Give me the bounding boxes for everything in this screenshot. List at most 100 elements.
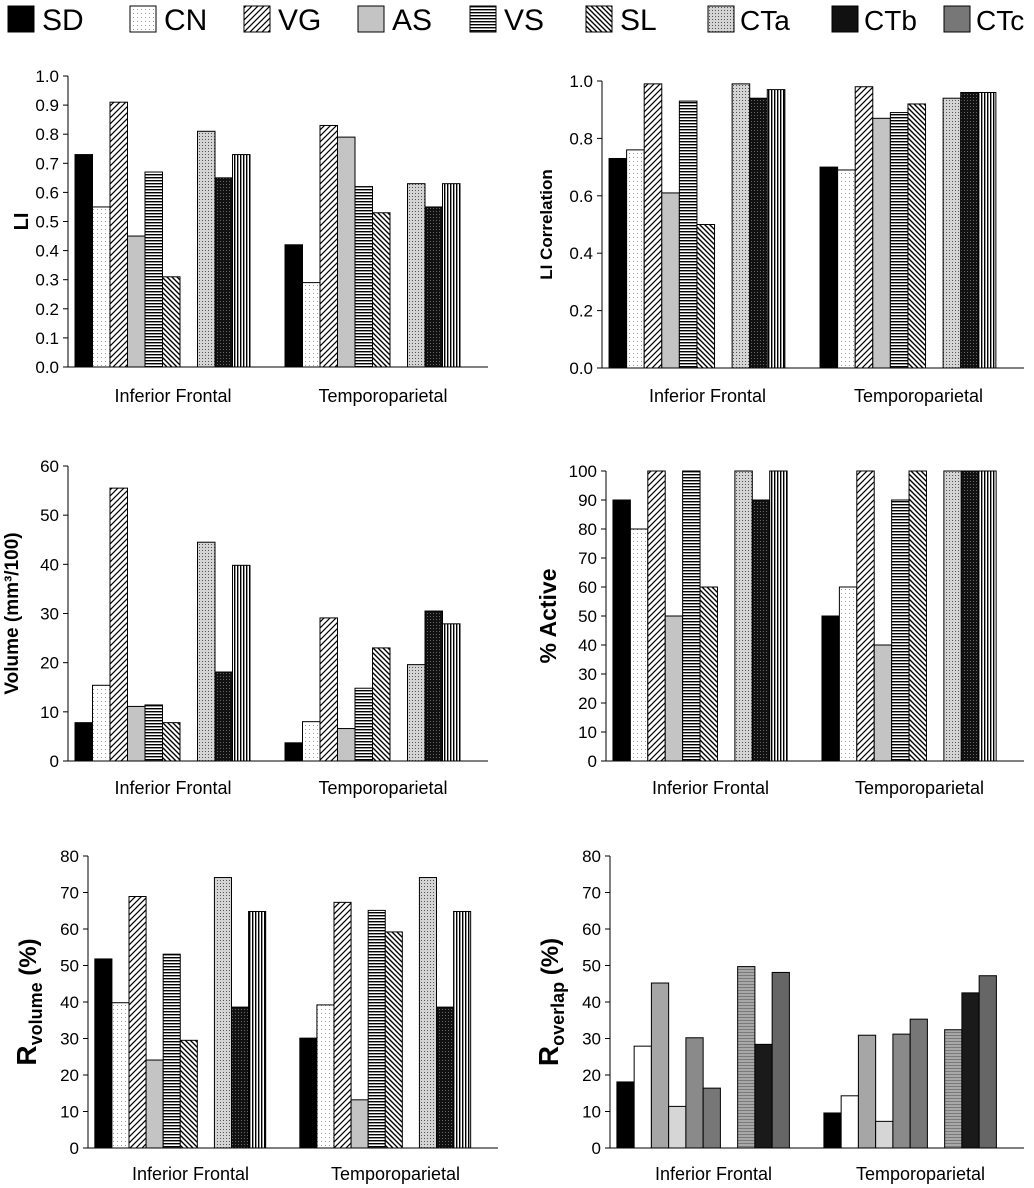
bar-ctc-temporoparietal (977, 91, 997, 369)
y-tick-label: 0.4 (35, 242, 59, 261)
bar-sl-inferior-frontal (702, 1087, 721, 1149)
bar-cta-inferior-frontal (737, 966, 756, 1149)
y-axis-label-subscript: overlap (548, 982, 568, 1046)
bar-cn-inferior-frontal (633, 1045, 652, 1149)
legend-swatch-vg (243, 5, 271, 33)
bar-sd-temporoparietal (823, 1112, 842, 1149)
bar-sl-temporoparietal (908, 470, 927, 762)
legend-label-cta: CTa (740, 5, 790, 36)
legend-label-vs: VS (504, 4, 544, 37)
bar-ctb-temporoparietal (961, 992, 980, 1149)
bar-vg-inferior-frontal (128, 896, 147, 1149)
bar-cta-inferior-frontal (734, 470, 753, 762)
bar-sd-inferior-frontal (74, 154, 93, 368)
y-tick-label: 50 (578, 607, 597, 626)
y-tick-label: 80 (582, 847, 601, 866)
legend-label-sd: SD (42, 4, 84, 37)
bar-vs-inferior-frontal (144, 171, 163, 368)
chart-panel-1: 0.0 0.1 0.2 0.3 0.4 0.5 0.6 0.7 0.8 0.9 1.0 LI Infer… (11, 67, 488, 406)
legend-swatch-cn (129, 5, 157, 33)
bar-ctb-temporoparietal (436, 1006, 455, 1149)
chart-panel-6: 0 10 20 30 40 50 60 70 80 Roverlap (%) Inferior Fr… (533, 847, 1024, 1184)
bar-ctb-inferior-frontal (214, 177, 233, 368)
y-tick-label: 0.5 (35, 213, 59, 232)
bar-vg-inferior-frontal (109, 101, 128, 368)
bar-ctc-inferior-frontal (232, 154, 251, 368)
bar-as-inferior-frontal (661, 192, 680, 369)
y-axis-label-suffix: (%) (537, 938, 564, 982)
bar-ctb-temporoparietal (424, 206, 443, 368)
bar-sd-temporoparietal (821, 615, 840, 762)
y-axis-label: % Active (535, 568, 561, 663)
bar-cn-inferior-frontal (629, 528, 649, 762)
bar-cta-inferior-frontal (731, 83, 751, 369)
y-tick-label: 0.3 (35, 271, 59, 290)
bar-vs-temporoparietal (354, 687, 373, 762)
bar-as-temporoparietal (872, 117, 891, 369)
bar-as-temporoparietal (875, 1120, 894, 1149)
bar-vg-temporoparietal (856, 470, 875, 762)
bar-ctc-inferior-frontal (232, 564, 251, 762)
y-tick-label: 1.0 (569, 72, 593, 91)
y-tick-label: 20 (40, 654, 59, 673)
chart-panel-4: 0 10 20 30 40 50 60 70 80 90 100 % Active Inferior F… (535, 462, 1024, 798)
bar-ctb-temporoparietal (960, 91, 979, 369)
bar-ctb-inferior-frontal (231, 1006, 250, 1149)
bar-vs-temporoparietal (354, 186, 373, 368)
bar-sl-inferior-frontal (699, 586, 718, 762)
bar-cta-inferior-frontal (213, 877, 233, 1149)
bar-as-inferior-frontal (145, 1059, 164, 1149)
bar-as-inferior-frontal (668, 1105, 687, 1149)
y-tick-label: 60 (40, 457, 59, 476)
bar-cta-inferior-frontal (197, 541, 216, 762)
y-axis-label-subscript: volume (26, 982, 46, 1045)
legend-item-as: AS (357, 4, 432, 37)
y-tick-label: 30 (60, 1030, 79, 1049)
y-axis-label: LI (11, 213, 33, 231)
legend-item-vg: VG (243, 4, 321, 37)
bar-ctb-inferior-frontal (214, 671, 233, 762)
legend-label-sl: SL (620, 4, 657, 37)
y-tick-label: 40 (582, 993, 601, 1012)
y-tick-label: 90 (578, 491, 597, 510)
bar-sl-inferior-frontal (179, 1039, 198, 1149)
legend: SD CN VG AS VS SL CTa CTb (7, 4, 1024, 37)
bar-sd-temporoparietal (819, 166, 839, 369)
y-tick-label: 40 (578, 636, 597, 655)
bar-as-inferior-frontal (127, 705, 146, 762)
bar-cn-temporoparietal (840, 1095, 859, 1149)
y-tick-label: 30 (582, 1030, 601, 1049)
bar-sl-inferior-frontal (162, 722, 181, 762)
bar-ctc-inferior-frontal (248, 910, 267, 1149)
legend-item-vs: VS (469, 4, 544, 37)
bar-vg-temporoparietal (319, 617, 338, 762)
y-tick-label: 60 (582, 920, 601, 939)
bar-ctc-inferior-frontal (771, 971, 790, 1149)
y-tick-label: 1.0 (35, 67, 59, 86)
y-tick-label: 100 (569, 462, 597, 481)
x-category-label: Temporoparietal (855, 778, 984, 798)
bar-cta-temporoparietal (942, 97, 962, 369)
y-tick-label: 0.6 (569, 187, 593, 206)
bar-sd-temporoparietal (299, 1037, 318, 1149)
y-tick-label: 20 (60, 1066, 79, 1085)
legend-swatch-ctc (943, 5, 971, 33)
bar-ctb-temporoparietal (424, 610, 443, 762)
bar-vg-temporoparietal (319, 124, 338, 368)
bar-vs-temporoparietal (889, 112, 909, 369)
bar-vs-temporoparietal (892, 1033, 911, 1149)
chart-panel-3: 0 10 20 30 40 50 60 Volume (mm³/100) Inferior Fr… (2, 457, 488, 798)
bar-ctc-temporoparietal (442, 623, 461, 762)
y-tick-label: 50 (40, 506, 59, 525)
bar-ctb-inferior-frontal (751, 499, 771, 762)
bar-ctb-inferior-frontal (749, 97, 768, 369)
bar-sd-inferior-frontal (94, 958, 113, 1149)
y-tick-label: 70 (60, 884, 79, 903)
y-tick-label: 20 (582, 1066, 601, 1085)
legend-label-ctc: CTc (976, 5, 1024, 36)
bar-vs-temporoparietal (891, 499, 910, 762)
bar-sl-temporoparietal (907, 103, 927, 369)
bar-vg-inferior-frontal (650, 982, 670, 1149)
bar-as-inferior-frontal (664, 615, 684, 762)
y-tick-label: 70 (582, 884, 601, 903)
